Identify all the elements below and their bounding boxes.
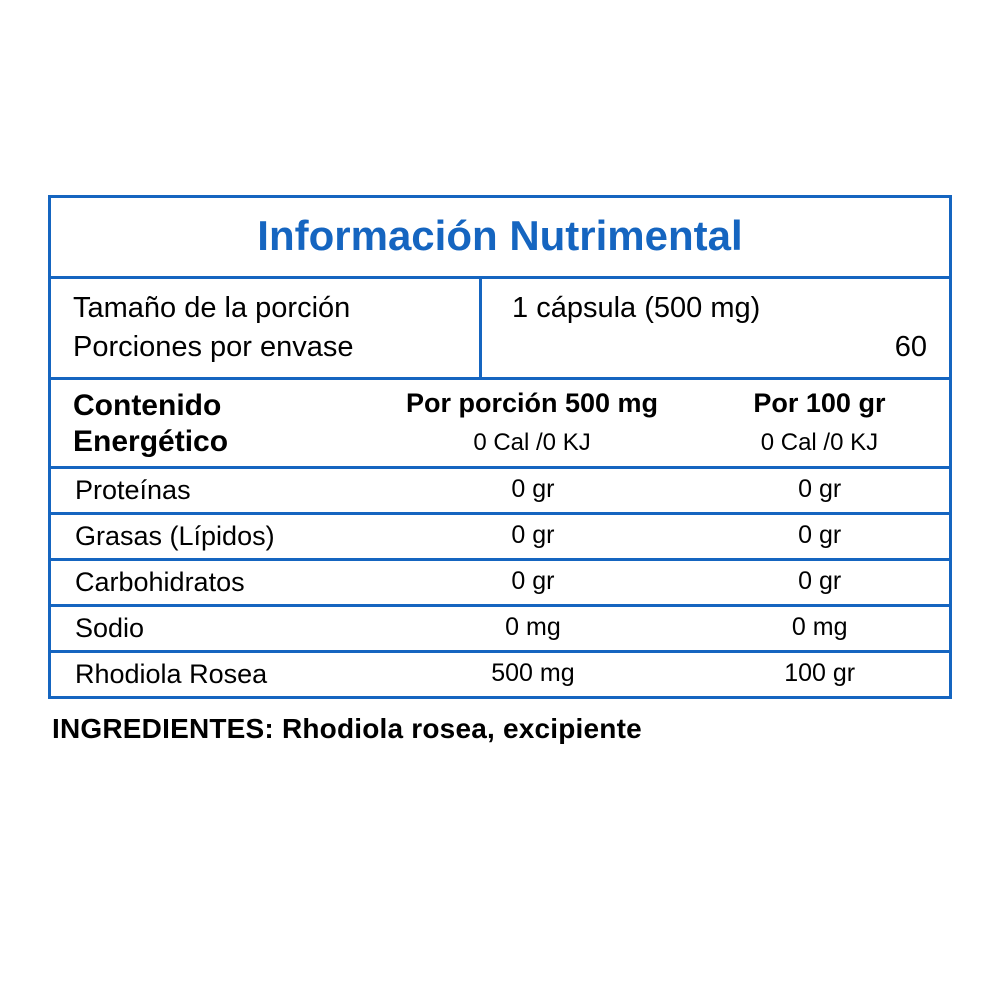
nutrient-row: Sodio0 mg0 mg	[51, 607, 949, 653]
nutrient-per-100g: 0 gr	[708, 521, 931, 552]
nutrient-per-portion: 0 gr	[357, 475, 708, 506]
serving-row: Tamaño de la porción Porciones por envas…	[51, 279, 949, 380]
servings-per-container-label: Porciones por envase	[73, 328, 465, 367]
panel-title: Información Nutrimental	[51, 198, 949, 279]
nutrient-row: Proteínas0 gr0 gr	[51, 469, 949, 515]
ingredients-value: Rhodiola rosea, excipiente	[282, 713, 642, 744]
ingredients-label: INGREDIENTES:	[52, 713, 282, 744]
serving-size-label: Tamaño de la porción	[73, 289, 465, 328]
serving-values: 1 cápsula (500 mg) 60	[482, 279, 949, 377]
nutrient-rows: Proteínas0 gr0 grGrasas (Lípidos)0 gr0 g…	[51, 469, 949, 696]
energy-content-label: Contenido Energético	[73, 388, 356, 460]
per-portion-title: Por porción 500 mg	[356, 388, 708, 429]
nutrient-name: Proteínas	[75, 475, 357, 506]
nutrient-name: Carbohidratos	[75, 567, 357, 598]
per-portion-cal: 0 Cal /0 KJ	[356, 429, 708, 457]
nutrient-per-portion: 0 mg	[357, 613, 708, 644]
nutrient-name: Grasas (Lípidos)	[75, 521, 357, 552]
per-100g-cal: 0 Cal /0 KJ	[708, 429, 931, 457]
nutrient-per-100g: 0 gr	[708, 567, 931, 598]
servings-per-container-value: 60	[512, 328, 927, 367]
per-100g-title: Por 100 gr	[708, 388, 931, 429]
nutrition-panel: Información Nutrimental Tamaño de la por…	[48, 195, 952, 699]
columns-header: Contenido Energético Por porción 500 mg …	[51, 380, 949, 469]
nutrient-per-100g: 100 gr	[708, 659, 931, 690]
nutrient-row: Rhodiola Rosea500 mg100 gr	[51, 653, 949, 696]
nutrient-per-portion: 500 mg	[357, 659, 708, 690]
serving-labels: Tamaño de la porción Porciones por envas…	[51, 279, 482, 377]
serving-size-value: 1 cápsula (500 mg)	[512, 289, 927, 328]
nutrient-per-100g: 0 gr	[708, 475, 931, 506]
ingredients-line: INGREDIENTES: Rhodiola rosea, excipiente	[48, 713, 952, 745]
nutrient-name: Sodio	[75, 613, 357, 644]
nutrient-name: Rhodiola Rosea	[75, 659, 357, 690]
nutrient-per-100g: 0 mg	[708, 613, 931, 644]
per-portion-column: Por porción 500 mg 0 Cal /0 KJ	[356, 388, 708, 457]
per-100g-column: Por 100 gr 0 Cal /0 KJ	[708, 388, 931, 457]
nutrient-per-portion: 0 gr	[357, 567, 708, 598]
nutrient-per-portion: 0 gr	[357, 521, 708, 552]
energy-line2: Energético	[73, 424, 356, 460]
nutrient-row: Carbohidratos0 gr0 gr	[51, 561, 949, 607]
nutrient-row: Grasas (Lípidos)0 gr0 gr	[51, 515, 949, 561]
energy-line1: Contenido	[73, 388, 356, 424]
